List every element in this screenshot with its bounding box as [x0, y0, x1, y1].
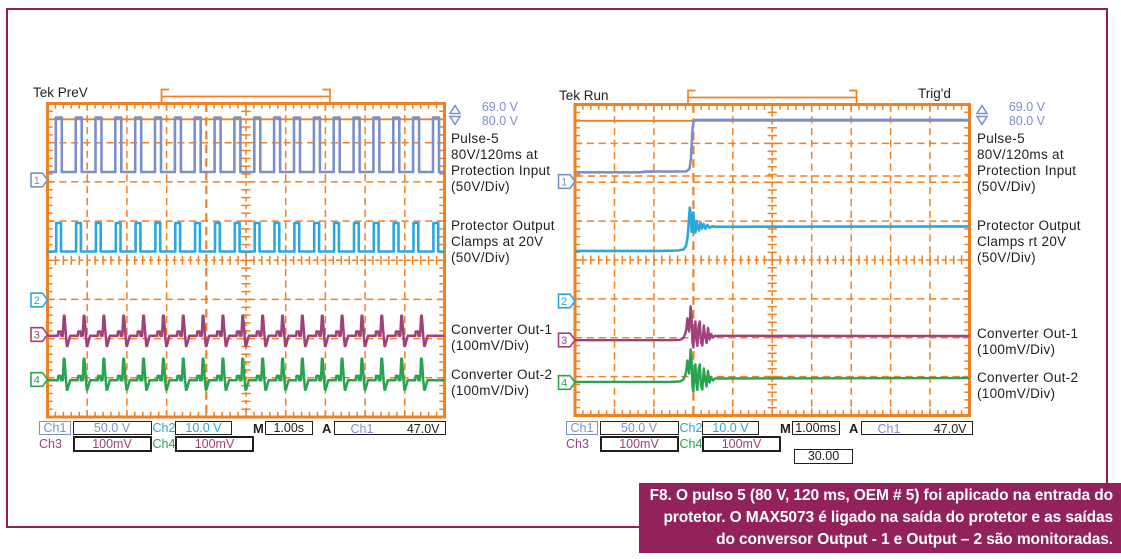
svg-text:3: 3: [561, 335, 567, 347]
svg-text:3: 3: [34, 330, 40, 342]
svg-text:1: 1: [561, 177, 567, 189]
svg-text:4: 4: [561, 378, 567, 390]
svg-text:2: 2: [34, 295, 40, 307]
svg-text:4: 4: [34, 375, 40, 387]
svg-text:1: 1: [34, 175, 40, 187]
svg-text:2: 2: [561, 296, 567, 308]
